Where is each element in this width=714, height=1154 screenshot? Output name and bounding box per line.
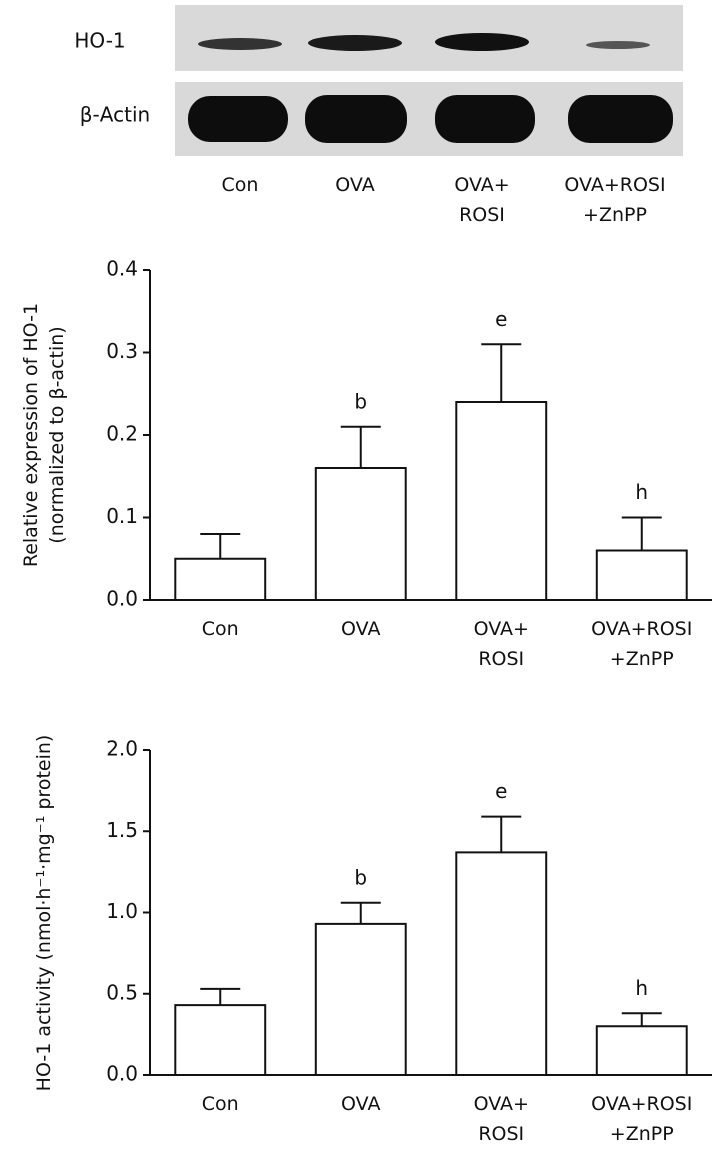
y-tick-label: 1.0 — [106, 899, 138, 923]
lane-label: OVA+ROSI +ZnPP — [564, 174, 666, 226]
lane-label: Con — [221, 174, 259, 196]
blot-band — [308, 35, 402, 51]
blot-band — [568, 95, 673, 143]
blot-band — [198, 38, 282, 50]
annotation: b — [354, 865, 367, 889]
bar — [314, 922, 407, 1076]
bar — [314, 467, 407, 601]
y-tick-label: 0.3 — [106, 339, 138, 363]
y-tick-label: 1.5 — [106, 818, 138, 842]
x-tick-label: OVA+ ROSI — [473, 1093, 529, 1145]
y-tick-label: 2.0 — [106, 737, 138, 761]
y-tick-label: 0.4 — [106, 257, 138, 281]
annotation: h — [635, 480, 648, 504]
lane-label: OVA — [335, 174, 375, 196]
y-tick-label: 0.0 — [106, 587, 138, 611]
blot-band — [305, 95, 407, 143]
annotation: e — [495, 779, 507, 803]
x-tick-label: Con — [201, 618, 239, 640]
bar — [174, 1004, 267, 1076]
y-tick-label: 0.2 — [106, 422, 138, 446]
x-tick-label: OVA+ROSI +ZnPP — [591, 1093, 693, 1145]
y-tick-label: 0.1 — [106, 504, 138, 528]
blot-band — [435, 95, 535, 143]
bar — [455, 401, 548, 601]
blot-band — [586, 41, 650, 49]
x-tick-label: OVA+ ROSI — [473, 618, 529, 670]
lane-label: OVA+ ROSI — [454, 174, 510, 226]
bar — [174, 557, 267, 601]
blot-row-label: β-Actin — [80, 103, 150, 127]
x-tick-label: OVA+ROSI +ZnPP — [591, 618, 693, 670]
blot-band — [188, 96, 288, 142]
y-axis-label: HO-1 activity (nmol·h⁻¹·mg⁻¹ protein) — [33, 734, 55, 1091]
blot-band — [435, 33, 529, 51]
x-tick-label: Con — [201, 1093, 239, 1115]
x-tick-label: OVA — [341, 618, 381, 640]
blot-row-label: HO-1 — [74, 29, 125, 53]
y-tick-label: 0.5 — [106, 980, 138, 1004]
annotation: e — [495, 307, 507, 331]
bar — [595, 1025, 688, 1076]
y-tick-label: 0.0 — [106, 1062, 138, 1086]
bar — [455, 851, 548, 1076]
y-axis-label: Relative expression of HO-1 (normalized … — [20, 302, 68, 568]
bar — [595, 549, 688, 601]
annotation: h — [635, 976, 648, 1000]
annotation: b — [354, 389, 367, 413]
x-tick-label: OVA — [341, 1093, 381, 1115]
blot-panel — [175, 5, 683, 71]
